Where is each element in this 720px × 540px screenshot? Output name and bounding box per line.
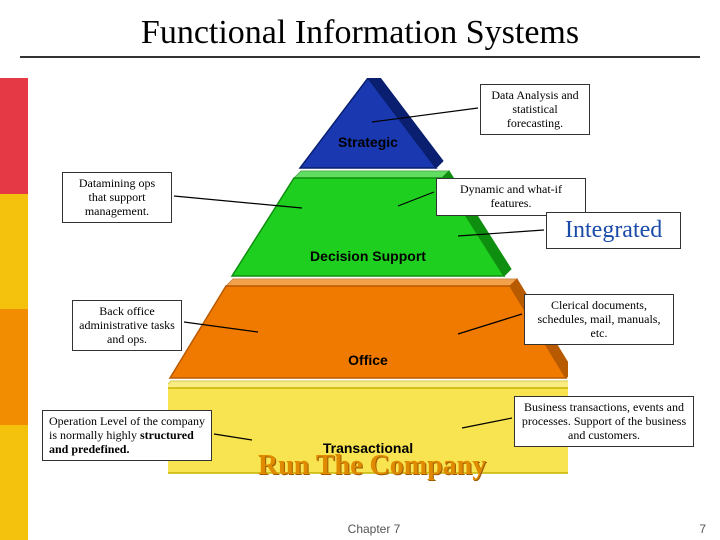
title-underline [20, 56, 700, 58]
callout-transactions: Business transactions, events and proces… [514, 396, 694, 447]
diagram-stage: StrategicDecision SupportOfficeTransacti… [28, 78, 720, 540]
callout-back-office: Back office administrative tasks and ops… [72, 300, 182, 351]
stripe-seg-2 [0, 309, 28, 425]
pyramid: StrategicDecision SupportOfficeTransacti… [168, 78, 568, 478]
integrated-label: Integrated [546, 212, 681, 249]
stripe-seg-0 [0, 78, 28, 194]
page-title: Functional Information Systems [0, 0, 720, 56]
footer-chapter: Chapter 7 [348, 522, 401, 536]
pyramid-svg [168, 78, 568, 478]
callout-datamining: Datamining ops that support management. [62, 172, 172, 223]
callout-strategic-desc: Data Analysis and statistical forecastin… [480, 84, 590, 135]
left-color-stripe [0, 78, 28, 540]
callout-operation-level: Operation Level of the company is normal… [42, 410, 212, 461]
callout-clerical: Clerical documents, schedules, mail, man… [524, 294, 674, 345]
stripe-seg-1 [0, 194, 28, 310]
callout-dynamic-whatif: Dynamic and what-if features. [436, 178, 586, 216]
stripe-seg-3 [0, 425, 28, 540]
footer-page-number: 7 [699, 522, 706, 536]
run-the-company-label: Run The Company [258, 450, 486, 482]
